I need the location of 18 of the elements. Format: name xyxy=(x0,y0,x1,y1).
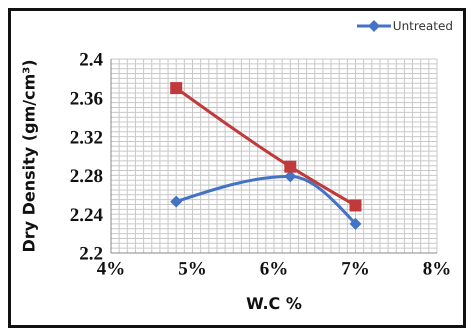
y-tick-label: 2.24 xyxy=(70,204,104,226)
x-tick-label: 5% xyxy=(178,258,207,280)
point xyxy=(350,199,362,212)
x-tick-label: 7% xyxy=(341,258,370,280)
point xyxy=(170,196,182,208)
point xyxy=(350,218,362,230)
point xyxy=(284,160,296,173)
y-tick-label: 2.36 xyxy=(70,88,103,110)
x-axis-title: W.C % xyxy=(246,294,302,313)
point xyxy=(170,82,182,94)
y-tick-label: 2.32 xyxy=(70,127,103,148)
x-tick-label: 6% xyxy=(260,258,288,280)
y-tick-label: 2.4 xyxy=(79,50,104,71)
x-tick-label: 4% xyxy=(96,258,126,280)
legend-label: Untreated xyxy=(392,19,453,33)
y-tick-label: 2.28 xyxy=(70,166,103,188)
y-axis-title: Dry Density (gm/cm³) xyxy=(20,59,39,253)
x-tick-label: 8% xyxy=(422,258,452,280)
